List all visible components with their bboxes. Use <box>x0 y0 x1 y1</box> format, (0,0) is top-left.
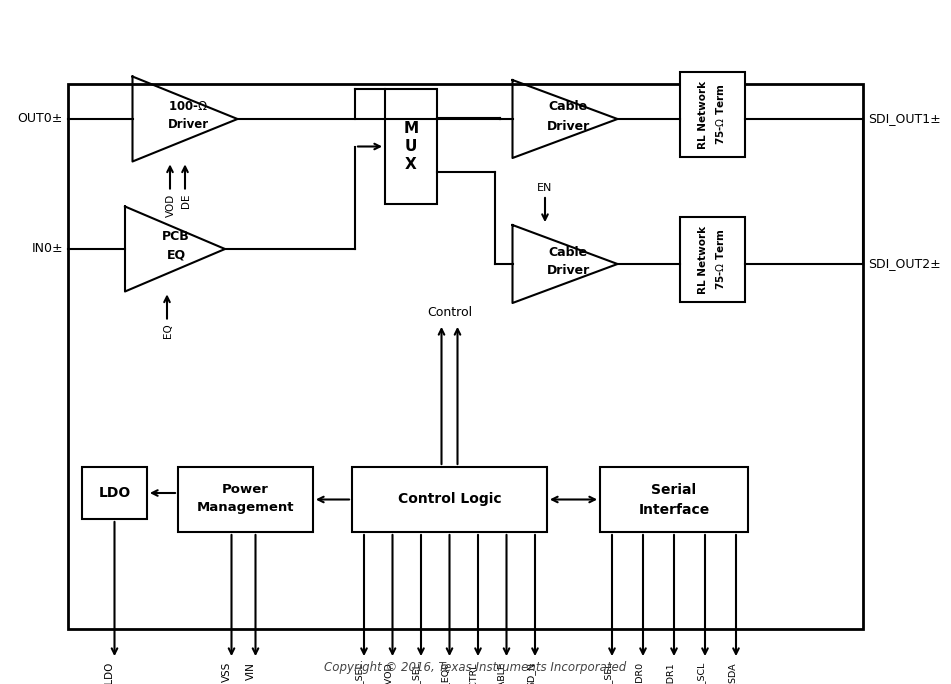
Text: SDI_OUT2_SEL: SDI_OUT2_SEL <box>355 662 364 684</box>
Text: U: U <box>405 139 417 154</box>
Text: LDO: LDO <box>98 486 130 500</box>
Bar <box>352 467 547 532</box>
Bar <box>178 467 313 532</box>
Text: Cable: Cable <box>549 246 588 259</box>
Text: X: X <box>405 157 417 172</box>
Text: MISO_ADDR1: MISO_ADDR1 <box>665 662 674 684</box>
Text: M: M <box>403 121 418 136</box>
Text: Cable: Cable <box>549 101 588 114</box>
Text: ENABLE: ENABLE <box>497 662 507 684</box>
Text: HOST_EQ0: HOST_EQ0 <box>440 662 450 684</box>
Text: VDD_LDO: VDD_LDO <box>104 662 114 684</box>
Text: Driver: Driver <box>547 265 590 278</box>
Text: OUT0_SEL: OUT0_SEL <box>412 662 421 684</box>
Text: Power: Power <box>223 483 269 496</box>
Text: 75-$\Omega$ Term: 75-$\Omega$ Term <box>714 83 727 145</box>
Text: SDI_VOD: SDI_VOD <box>383 662 393 684</box>
Text: Interface: Interface <box>638 503 709 516</box>
Text: SCK_SCL: SCK_SCL <box>696 662 705 684</box>
Text: SDI_OUT1±: SDI_OUT1± <box>868 112 941 125</box>
Text: SS_N_ADDR0: SS_N_ADDR0 <box>634 662 643 684</box>
Text: MODE_SEL: MODE_SEL <box>603 662 612 684</box>
Text: VSS: VSS <box>222 662 231 683</box>
Text: RL Network: RL Network <box>697 81 708 148</box>
Bar <box>680 217 745 302</box>
Text: EQ: EQ <box>163 324 173 339</box>
Text: 100-$\Omega$: 100-$\Omega$ <box>168 99 208 112</box>
Bar <box>600 467 748 532</box>
Text: VIN: VIN <box>245 662 256 680</box>
Text: Copyright © 2016, Texas Instruments Incorporated: Copyright © 2016, Texas Instruments Inco… <box>324 661 627 674</box>
Text: OUT0±: OUT0± <box>18 112 63 125</box>
Text: EQ: EQ <box>166 248 185 261</box>
Text: IN0±: IN0± <box>31 243 63 256</box>
Text: EN: EN <box>537 183 553 193</box>
Text: Management: Management <box>197 501 294 514</box>
Bar <box>385 89 437 204</box>
Text: SDI_OUT2±: SDI_OUT2± <box>868 257 941 270</box>
Bar <box>68 84 863 629</box>
Bar <box>680 72 745 157</box>
Text: VOD: VOD <box>166 194 176 217</box>
Text: SD_N: SD_N <box>526 662 535 684</box>
Text: RL Network: RL Network <box>697 226 708 293</box>
Bar <box>82 467 147 519</box>
Text: MOSI_SDA: MOSI_SDA <box>727 662 736 684</box>
Text: Control: Control <box>427 306 472 319</box>
Text: Driver: Driver <box>547 120 590 133</box>
Text: Serial: Serial <box>651 482 696 497</box>
Text: PCB: PCB <box>162 231 190 244</box>
Text: Control Logic: Control Logic <box>398 492 501 506</box>
Text: Driver: Driver <box>167 118 208 131</box>
Text: SLEW_CTRL: SLEW_CTRL <box>469 662 478 684</box>
Text: 75-$\Omega$ Term: 75-$\Omega$ Term <box>714 228 727 290</box>
Text: DE: DE <box>181 194 191 208</box>
